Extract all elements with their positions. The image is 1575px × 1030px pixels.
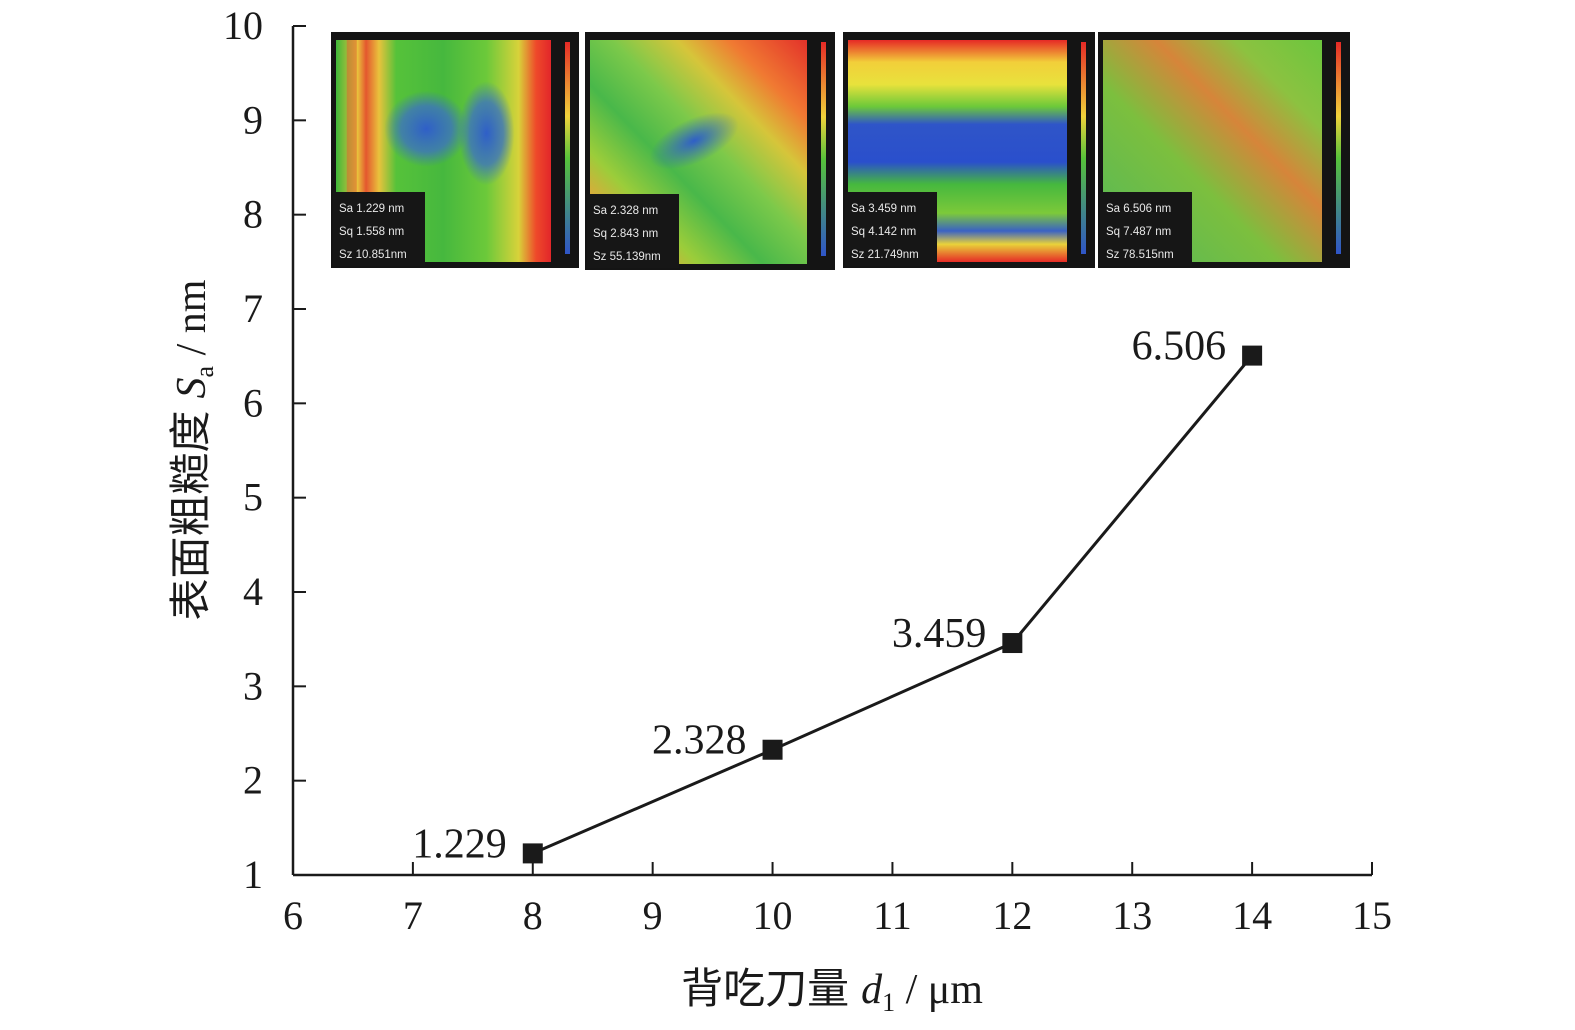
- data-point-label: 6.506: [1132, 324, 1227, 370]
- axes: [291, 26, 1372, 877]
- data-point-marker: [522, 843, 543, 864]
- roughness-readout-line: Sz 55.139nm: [593, 251, 661, 263]
- x-axis-title: 背吃刀量 d1 / μm: [681, 964, 983, 1017]
- roughness-readout-line: Sz 10.851nm: [339, 249, 407, 261]
- data-series: 1.229 2.328 3.459 6.506: [412, 324, 1263, 867]
- x-tick-label: 9: [643, 893, 663, 938]
- roughness-readout-line: Sq 2.843 nm: [593, 228, 658, 240]
- color-scale: [1081, 42, 1086, 254]
- y-tick-label: 9: [243, 97, 263, 142]
- x-tick-label: 14: [1232, 893, 1272, 938]
- y-tick-label: 7: [243, 286, 263, 331]
- series-line: [532, 354, 1254, 855]
- x-tick-label: 10: [753, 893, 793, 938]
- roughness-readout-line: Sa 1.229 nm: [339, 203, 404, 215]
- roughness-readout-line: Sa 3.459 nm: [851, 203, 916, 215]
- data-point-marker: [1242, 345, 1263, 366]
- color-scale: [565, 42, 570, 254]
- data-point-marker: [1002, 633, 1023, 654]
- y-axis-title: 表面粗糙度Sa / nm: [166, 279, 219, 620]
- x-tick-label: 15: [1352, 893, 1392, 938]
- x-tick-label: 7: [403, 893, 423, 938]
- surface-inset: Sa 6.506 nm Sq 7.487 nm Sz 78.515nm: [1098, 32, 1350, 268]
- x-tick-label: 11: [873, 893, 912, 938]
- y-tick-label: 5: [243, 475, 263, 520]
- surface-topography-insets: Sa 1.229 nm Sq 1.558 nm Sz 10.851nm Sa 2.32…: [331, 32, 1350, 270]
- roughness-readout-line: Sz 78.515nm: [1106, 249, 1174, 261]
- roughness-readout-line: Sq 7.487 nm: [1106, 226, 1171, 238]
- roughness-readout-line: Sq 1.558 nm: [339, 226, 404, 238]
- roughness-readout: [333, 192, 425, 266]
- data-point-label: 2.328: [652, 718, 747, 764]
- y-tick-label: 8: [243, 192, 263, 237]
- x-tick-label: 8: [523, 893, 543, 938]
- data-point-label: 1.229: [412, 821, 507, 867]
- y-tick-label: 2: [243, 758, 263, 803]
- data-point-label: 3.459: [892, 611, 987, 657]
- roughness-readout: [1100, 192, 1192, 266]
- roughness-readout-line: Sq 4.142 nm: [851, 226, 916, 238]
- y-tick-label: 4: [243, 569, 263, 614]
- y-tick-label: 6: [243, 380, 263, 425]
- y-tick-label: 3: [243, 663, 263, 708]
- color-scale: [1336, 42, 1341, 254]
- surface-inset: Sa 3.459 nm Sq 4.142 nm Sz 21.749nm: [843, 32, 1095, 268]
- roughness-readout: [845, 192, 937, 266]
- surface-inset: Sa 1.229 nm Sq 1.558 nm Sz 10.851nm: [331, 32, 579, 268]
- data-point-marker: [762, 739, 783, 760]
- roughness-readout-line: Sz 21.749nm: [851, 249, 919, 261]
- x-tick-label: 6: [283, 893, 303, 938]
- y-tick-label: 1: [243, 852, 263, 897]
- x-tick-label: 12: [992, 893, 1032, 938]
- roughness-readout-line: Sa 6.506 nm: [1106, 203, 1171, 215]
- roughness-readout: [587, 194, 679, 268]
- color-scale: [821, 42, 826, 256]
- x-tick-label: 13: [1112, 893, 1152, 938]
- surface-inset: Sa 2.328 nm Sq 2.843 nm Sz 55.139nm: [585, 32, 835, 270]
- y-tick-label: 10: [223, 3, 263, 48]
- roughness-readout-line: Sa 2.328 nm: [593, 205, 658, 217]
